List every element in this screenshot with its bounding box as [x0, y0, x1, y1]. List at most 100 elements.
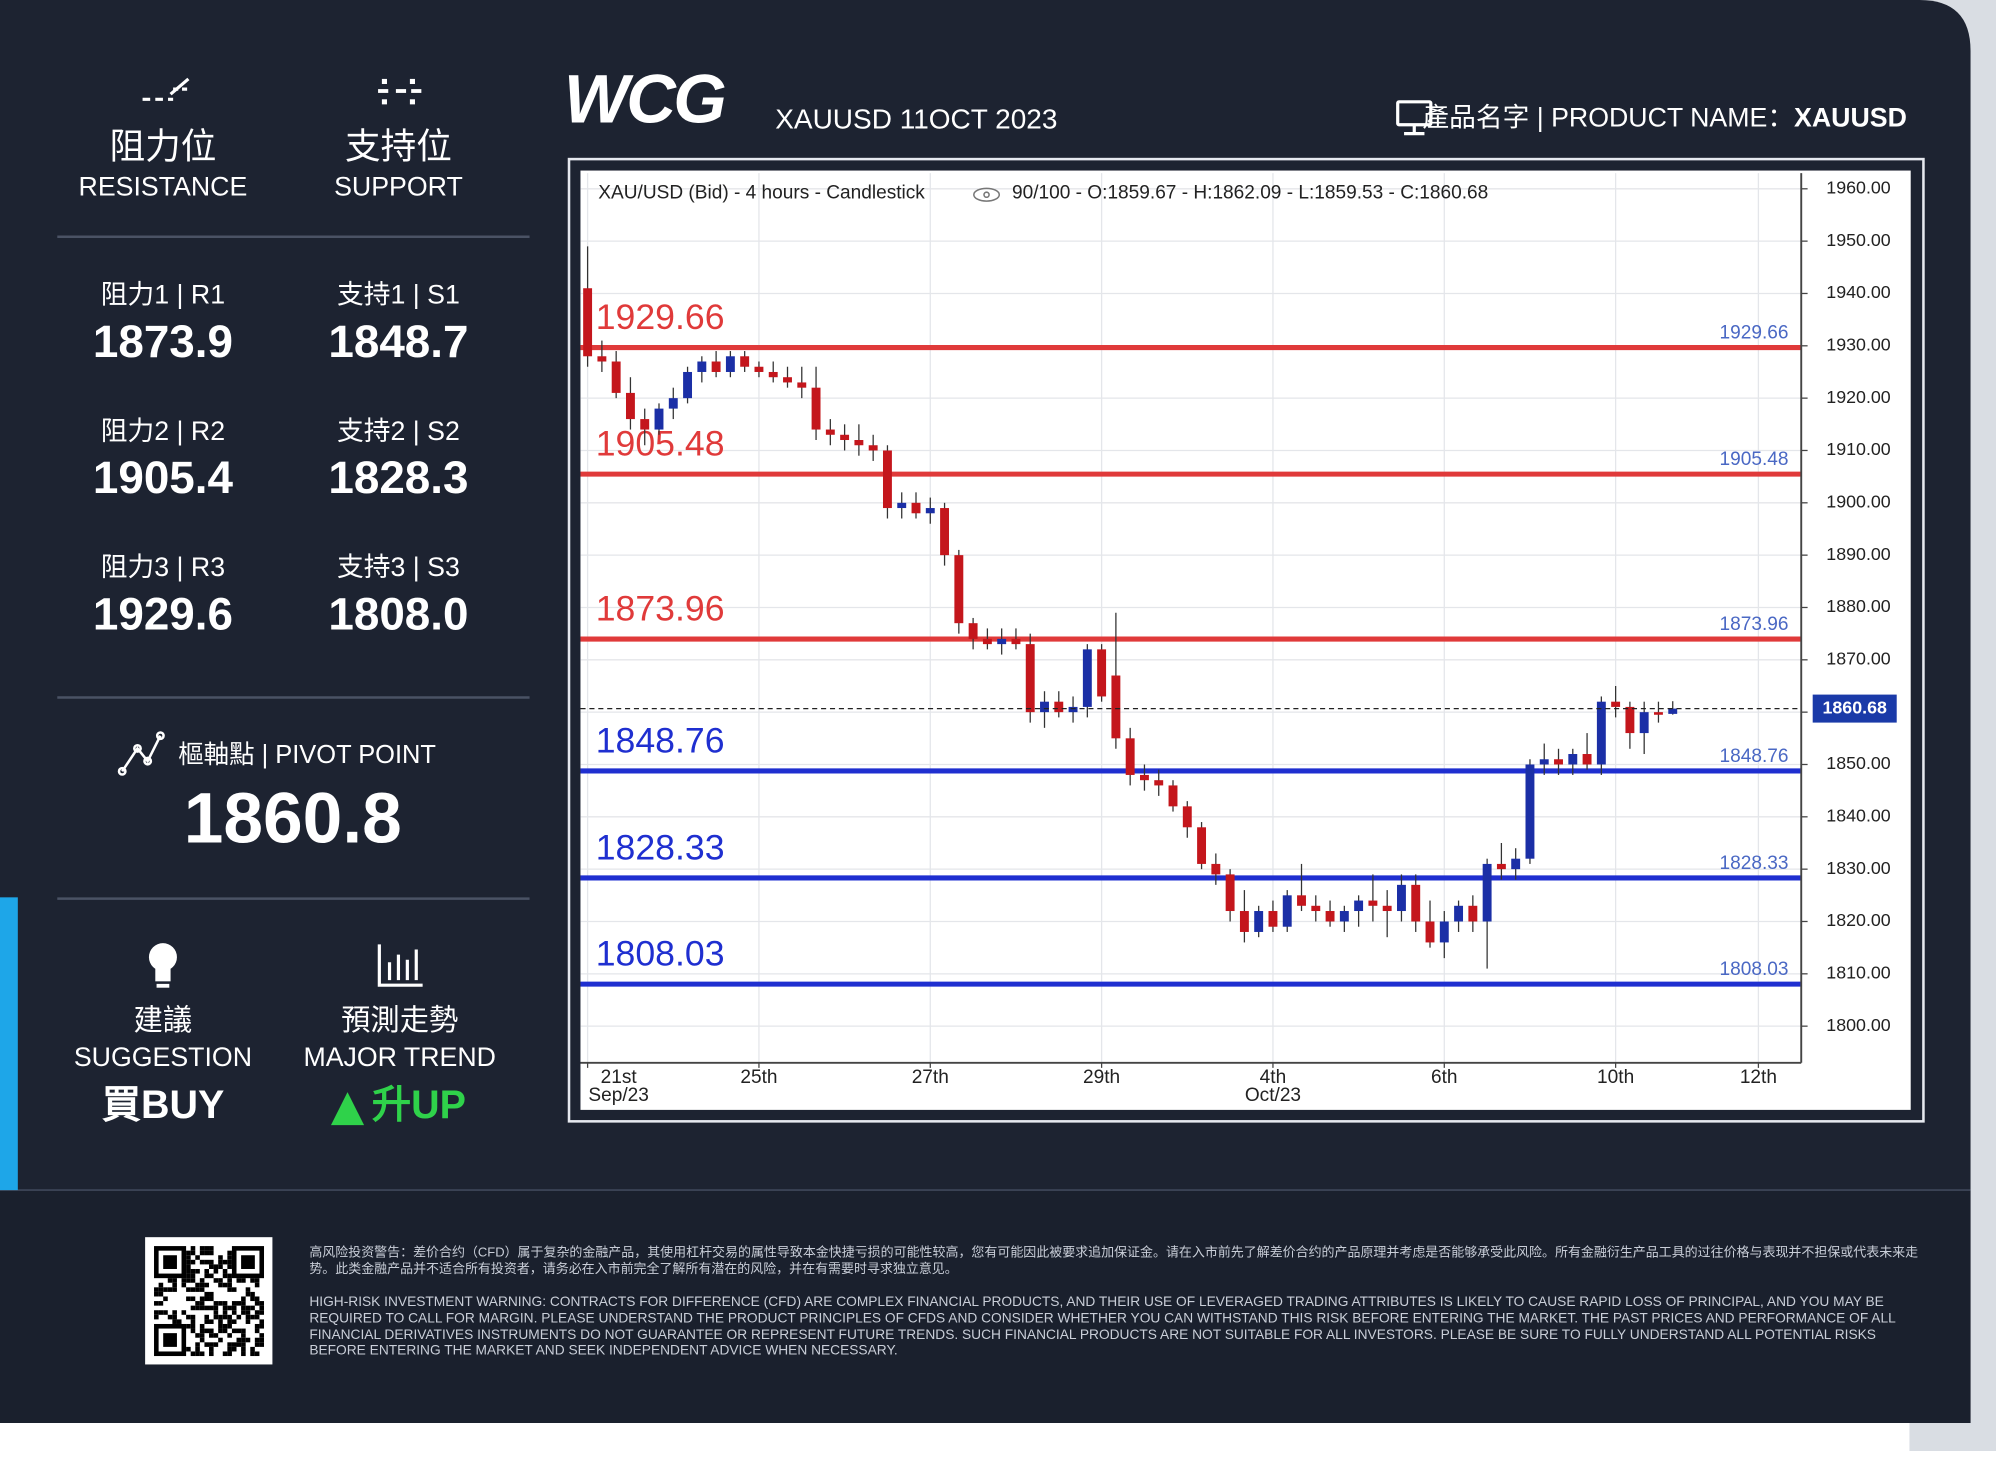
candle-body [640, 419, 650, 430]
qr-module [195, 1351, 200, 1357]
y-tick-label: 1920.00 [1826, 387, 1890, 407]
level-label-left: 1848.76 [596, 720, 725, 760]
product-label: 產品名字 | PRODUCT NAME： [1422, 103, 1794, 133]
qr-module [227, 1259, 232, 1265]
level-label: 阻力2 | R2 [101, 416, 225, 446]
qr-module [222, 1301, 228, 1306]
qr-module [154, 1310, 159, 1315]
product-name: XAUUSD [1794, 103, 1907, 133]
candle-body [611, 361, 621, 393]
chart: 1800.00 1810.00 1820.00 1830.00 1840.00 1850.… [580, 173, 1897, 1106]
qr-module [172, 1282, 177, 1288]
qr-module [231, 1310, 237, 1315]
resistance-icon [142, 77, 190, 101]
qr-module [259, 1333, 265, 1338]
chart-title: XAU/USD (Bid) - 4 hours - Candlestick [598, 183, 925, 204]
qr-module [245, 1287, 251, 1292]
level-value: 1828.3 [328, 452, 468, 503]
x-tick-label: 10th [1597, 1067, 1634, 1088]
candle-body [1254, 911, 1264, 932]
qr-module [186, 1296, 191, 1302]
accent-strip [0, 897, 18, 1191]
qr-module [186, 1255, 191, 1260]
qr-module [190, 1273, 196, 1279]
qr-module [245, 1305, 251, 1311]
candle-body [1554, 759, 1563, 765]
candle-body [1482, 863, 1492, 922]
qr-module [195, 1305, 200, 1311]
qr-module [222, 1268, 228, 1274]
candle-body [854, 440, 864, 446]
chart-info: 90/100 - O:1859.67 - H:1862.09 - L:1859.… [1012, 183, 1488, 204]
qr-module [213, 1268, 219, 1274]
resistance-en: RESISTANCE [79, 171, 248, 201]
qr-module [209, 1333, 214, 1338]
candle-body [1125, 738, 1135, 775]
qr-module [186, 1250, 191, 1256]
qr-module [163, 1287, 168, 1292]
qr-module [254, 1323, 260, 1329]
qr-module [154, 1287, 159, 1292]
qr-module [218, 1255, 223, 1260]
qr-module [213, 1333, 219, 1338]
qr-module [241, 1296, 246, 1302]
qr-module [241, 1337, 246, 1343]
candle-body [1668, 708, 1678, 714]
qr-module [254, 1342, 260, 1347]
qr-module [181, 1282, 187, 1288]
level-label-left: 1808.03 [596, 934, 725, 974]
qr-module [199, 1323, 205, 1329]
y-tick-label: 1880.00 [1826, 596, 1890, 616]
qr-module [186, 1278, 191, 1283]
qr-module [209, 1305, 214, 1311]
candle-body [1040, 701, 1049, 713]
candle-body [625, 392, 635, 420]
qr-module [259, 1305, 265, 1311]
candle-body [1339, 911, 1349, 922]
qr-module [241, 1305, 246, 1311]
qr-module [236, 1342, 242, 1347]
qr-code [154, 1246, 265, 1357]
candle-body [1139, 774, 1149, 781]
qr-module [199, 1305, 205, 1311]
qr-module [222, 1314, 228, 1320]
candle-body [925, 508, 935, 514]
footer-bg [0, 1190, 1971, 1424]
candle-body [911, 502, 921, 514]
qr-module [167, 1314, 173, 1320]
qr-module [222, 1328, 228, 1334]
qr-module [209, 1319, 214, 1324]
qr-module [213, 1278, 219, 1283]
qr-module [222, 1323, 228, 1329]
x-tick-label: 6th [1431, 1067, 1458, 1088]
qr-module [195, 1282, 200, 1288]
level-value: 1873.9 [93, 316, 233, 367]
qr-module [199, 1328, 205, 1334]
level-label-left: 1905.48 [596, 424, 725, 464]
qr-module [236, 1301, 242, 1306]
y-tick-label: 1830.00 [1826, 858, 1890, 878]
qr-finder-core [163, 1333, 177, 1347]
qr-module [254, 1278, 260, 1283]
qr-module [199, 1246, 205, 1251]
level-value: 1929.6 [93, 588, 233, 639]
qr-module [250, 1291, 255, 1297]
candle-body [1611, 701, 1621, 707]
qr-module [231, 1346, 237, 1352]
qr-module [199, 1296, 205, 1302]
qr-module [172, 1310, 177, 1315]
qr-module [154, 1291, 159, 1297]
candle-body [1525, 764, 1535, 859]
candle-body [1568, 754, 1578, 765]
x-tick-label: 21st [601, 1067, 638, 1088]
qr-module [259, 1301, 265, 1306]
candle-body [1197, 827, 1207, 864]
qr-module [250, 1278, 255, 1283]
qr-module [245, 1319, 251, 1324]
candle-body [754, 366, 764, 372]
candle-body [968, 623, 978, 639]
candle-body [982, 638, 992, 645]
qr-module [204, 1268, 210, 1274]
qr-module [190, 1250, 196, 1256]
